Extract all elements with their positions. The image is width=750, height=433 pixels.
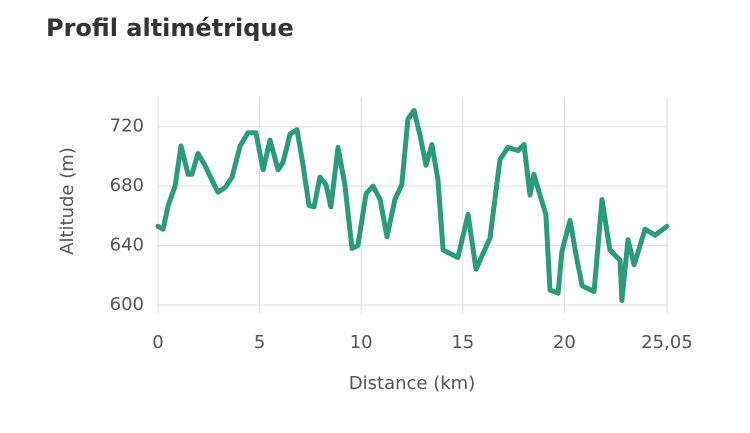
x-tick-label: 20: [553, 332, 576, 353]
y-axis-label: Altitude (m): [57, 147, 78, 255]
y-tick-label: 600: [110, 294, 144, 315]
chart-title: Profil altimétrique: [46, 14, 294, 42]
x-tick-label: 10: [350, 332, 373, 353]
y-tick-label: 640: [110, 235, 144, 256]
elevation-line: [155, 107, 670, 303]
x-tick-label: 25,05: [641, 332, 693, 353]
x-tick-label: 5: [254, 332, 265, 353]
y-tick-label: 680: [110, 175, 144, 196]
x-tick-label: 15: [451, 332, 474, 353]
x-tick-label: 0: [152, 332, 163, 353]
x-axis-label: Distance (km): [349, 373, 475, 394]
y-tick-label: 720: [110, 116, 144, 137]
